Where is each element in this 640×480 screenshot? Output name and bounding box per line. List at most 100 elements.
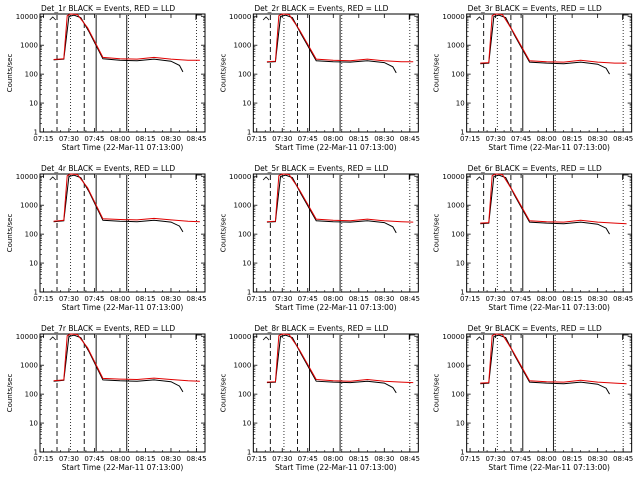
y-tick-label: 1 [34,449,38,457]
lld-series-line [266,333,414,384]
x-tick-label: 07:45 [84,295,104,303]
chart-title: Det_5r BLACK = Events, RED = LLD [254,164,388,173]
plot-frame [466,173,633,293]
y-tick-label: 1000 [447,202,465,210]
y-tick-label: 10000 [442,173,464,181]
chart-title: Det_6r BLACK = Events, RED = LLD [468,164,602,173]
y-tick-label: 10000 [229,333,251,341]
lld-series-line [266,13,414,63]
start-marker [476,336,483,341]
y-tick-label: 1000 [234,202,252,210]
y-tick-label: 100 [451,71,464,79]
lld-series-line [480,173,627,225]
x-tick-label: 08:15 [562,455,582,463]
plot-frame [466,13,633,133]
y-tick-label: 10000 [442,13,464,21]
panel-5: Det_5r BLACK = Events, RED = LLD 1 10 100 10… [219,164,420,312]
x-tick-label: 07:15 [33,135,53,143]
x-tick-label: 08:00 [323,135,343,143]
x-axis-label: Start Time (22-Mar-11 07:13:00) [488,303,610,312]
x-tick-label: 07:30 [485,455,505,463]
x-tick-label: 08:15 [349,135,369,143]
x-tick-label: 08:45 [186,455,206,463]
x-tick-label: 08:30 [374,455,394,463]
y-tick-label: 1000 [234,42,252,50]
x-tick-label: 08:45 [186,135,206,143]
x-tick-label: 07:15 [247,295,267,303]
end-marker [195,334,202,340]
chart-title: Det_7r BLACK = Events, RED = LLD [41,324,175,333]
y-tick-label: 100 [451,231,464,239]
y-tick-label: 10000 [16,173,38,181]
chart-title: Det_1r BLACK = Events, RED = LLD [41,4,175,13]
x-tick-label: 08:45 [400,455,420,463]
y-tick-label: 1 [460,129,464,137]
lld-series-line [53,13,200,61]
lld-series-line [53,333,200,382]
panel-4: Det_4r BLACK = Events, RED = LLD 1 10 100 10… [6,164,207,312]
lld-series-line [266,173,414,223]
x-tick-label: 07:15 [247,135,267,143]
y-tick-label: 100 [238,391,251,399]
y-tick-label: 1 [34,129,38,137]
x-tick-label: 08:00 [537,295,557,303]
y-tick-label: 10 [29,260,38,268]
lld-series-line [480,333,627,385]
x-axis-label: Start Time (22-Mar-11 07:13:00) [275,303,397,312]
start-marker [262,16,270,21]
x-tick-label: 07:30 [272,135,292,143]
start-marker [262,336,270,341]
panel-1: Det_1r BLACK = Events, RED = LLD 1 10 100 10… [6,4,207,152]
y-tick-label: 100 [25,391,38,399]
y-tick-label: 10000 [229,13,251,21]
plot-frame [252,173,419,293]
events-series-line [480,14,610,75]
panel-8: Det_8r BLACK = Events, RED = LLD 1 10 100 10… [219,324,420,472]
panel-2: Det_2r BLACK = Events, RED = LLD 1 10 100 10… [219,4,420,152]
x-tick-label: 08:45 [613,455,633,463]
y-axis-label: Counts/sec [433,214,441,253]
events-series-line [53,334,184,393]
x-tick-label: 08:00 [110,295,130,303]
x-tick-label: 07:30 [485,135,505,143]
y-axis-label: Counts/sec [219,54,227,93]
y-tick-label: 10 [29,420,38,428]
x-tick-label: 08:00 [323,455,343,463]
events-series-line [480,334,610,395]
y-tick-label: 100 [25,71,38,79]
x-tick-label: 08:30 [161,455,181,463]
x-tick-label: 08:30 [161,295,181,303]
start-marker [49,16,57,21]
x-tick-label: 08:00 [110,135,130,143]
x-tick-label: 08:15 [349,455,369,463]
y-axis-label: Counts/sec [6,54,14,93]
x-tick-label: 07:15 [460,135,480,143]
end-marker [622,174,629,180]
x-axis-label: Start Time (22-Mar-11 07:13:00) [275,143,397,152]
y-tick-label: 100 [238,71,251,79]
y-tick-label: 10000 [16,333,38,341]
lld-series-line [480,13,627,64]
x-tick-label: 07:45 [511,455,531,463]
plot-frame [39,13,206,133]
x-tick-label: 07:30 [59,455,79,463]
x-axis-label: Start Time (22-Mar-11 07:13:00) [488,463,610,472]
y-tick-label: 10 [456,420,465,428]
y-tick-label: 10 [242,260,251,268]
y-axis-label: Counts/sec [433,374,441,413]
x-tick-label: 08:45 [400,295,420,303]
y-tick-label: 1000 [20,42,38,50]
x-tick-label: 08:15 [135,135,155,143]
x-tick-label: 07:45 [298,295,318,303]
y-tick-label: 1 [460,289,464,297]
x-tick-label: 08:15 [562,135,582,143]
y-axis-label: Counts/sec [6,374,14,413]
plot-frame [252,333,419,453]
panel-9: Det_9r BLACK = Events, RED = LLD 1 10 100 10… [433,324,634,472]
x-tick-label: 08:00 [110,455,130,463]
x-tick-label: 08:15 [135,295,155,303]
x-tick-label: 07:15 [33,295,53,303]
plot-frame [39,333,206,453]
x-tick-label: 07:30 [485,295,505,303]
